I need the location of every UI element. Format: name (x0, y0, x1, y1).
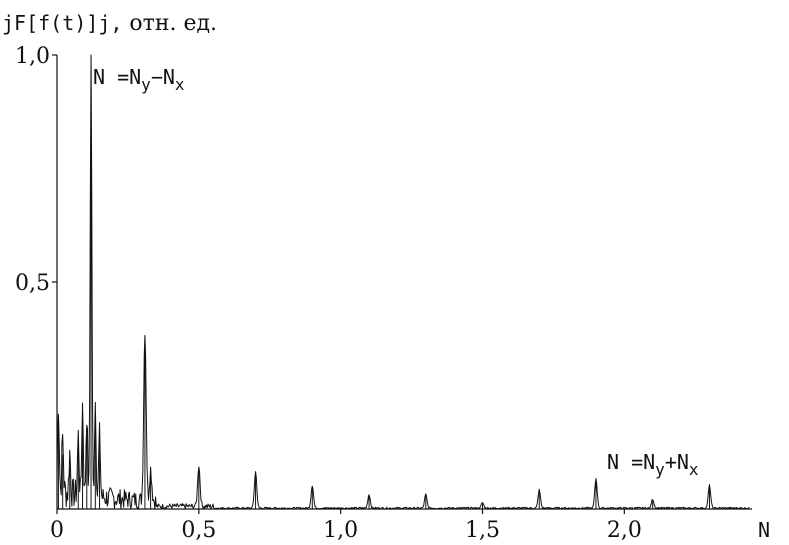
y-axis-title-unit: отн. ед. (122, 11, 217, 36)
tick-group: 0 0,5 1,0 1,5 2,0 0,5 1,0 (15, 44, 642, 543)
annotation-sum: N =Ny+Nx (607, 450, 699, 479)
y-tick-label: 0,5 (15, 271, 50, 296)
y-tick-label: 1,0 (15, 44, 50, 69)
x-tick-label: 2,0 (607, 518, 642, 543)
peak-markers (57, 55, 710, 509)
y-axis-title-symbol: jF[f(t)]j, (2, 11, 122, 35)
x-tick-label: 0,5 (181, 518, 216, 543)
x-tick-label: 0 (50, 518, 64, 543)
x-tick-label: 1,5 (465, 518, 500, 543)
x-tick-label: 1,0 (323, 518, 358, 543)
spectrum-trace (56, 54, 750, 510)
annotation-difference: N =Ny−Nx (93, 65, 185, 94)
x-axis-title: N (758, 518, 770, 542)
y-axis-title: jF[f(t)]j, отн. ед. (2, 11, 217, 36)
